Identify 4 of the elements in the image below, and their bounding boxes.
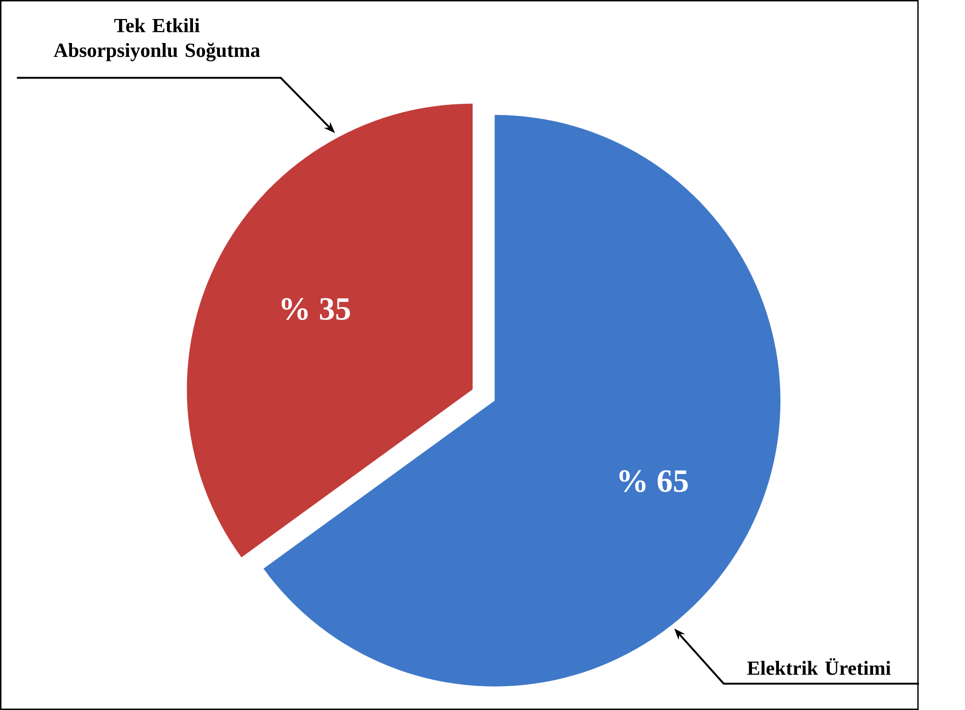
- slice-label: Elektrik Üretimi: [747, 658, 891, 675]
- data-label: % 35: [282, 298, 350, 320]
- data-label: % 65: [619, 470, 688, 492]
- slice-label: Tek Etkili Absorpsiyonlu Soğutma: [54, 18, 260, 62]
